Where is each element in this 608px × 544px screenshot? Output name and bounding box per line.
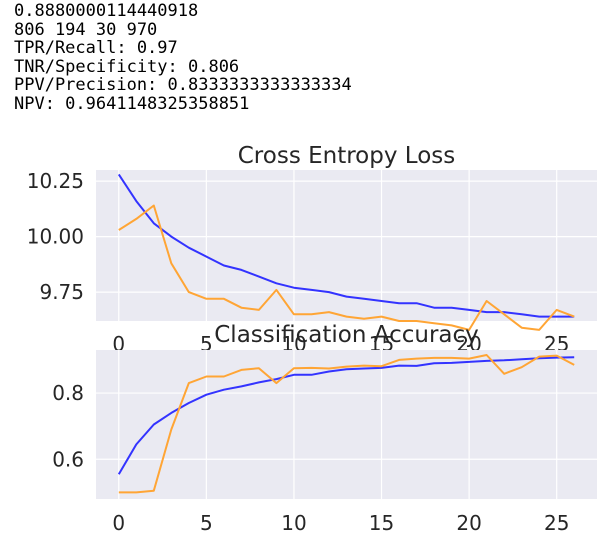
console-line: PPV/Precision: 0.8333333333333334: [14, 75, 352, 96]
x-tick-labels: 0 5 10 15 20 25: [112, 511, 569, 535]
console-output: 0.8880000114440918 806 194 30 970 TPR/Reca…: [14, 2, 352, 114]
series-group: [117, 173, 575, 331]
chart-title: Classification Accuracy: [214, 322, 479, 348]
console-line: 806 194 30 970: [14, 19, 158, 40]
series-group: [117, 354, 575, 494]
x-tick-label: 25: [544, 511, 569, 535]
grid: [96, 350, 597, 499]
series-line-blue: [117, 356, 575, 475]
y-tick-label: 0.8: [52, 381, 84, 405]
y-tick-label: 0.6: [52, 447, 84, 471]
y-tick-labels: 0.6 0.8: [52, 381, 84, 471]
y-tick-label: 10.00: [27, 225, 84, 249]
y-tick-label: 9.75: [39, 280, 84, 304]
x-tick-label: 0: [112, 511, 125, 535]
console-line: NPV: 0.9641148325358851: [14, 93, 250, 114]
x-tick-label: 5: [200, 511, 213, 535]
series-line-blue: [117, 173, 575, 318]
accuracy-chart: 0.6 0.8 0 5 10 15 20 25: [52, 350, 597, 535]
grid: [96, 170, 597, 321]
x-tick-label: 15: [369, 511, 394, 535]
chart-title: Cross Entropy Loss: [238, 143, 455, 169]
plot-area: [96, 350, 597, 499]
series-line-orange: [118, 204, 575, 331]
y-tick-label: 10.25: [27, 169, 84, 193]
series-line-orange: [118, 354, 575, 494]
x-tick-label: 20: [456, 511, 481, 535]
console-line: 0.8880000114440918: [14, 1, 199, 21]
console-line: TPR/Recall: 0.97: [14, 38, 178, 59]
y-tick-labels: 9.75 10.00 10.25: [27, 169, 84, 304]
x-tick-label: 10: [281, 511, 306, 535]
console-line: TNR/Specificity: 0.806: [14, 56, 240, 77]
plot-area: [96, 170, 597, 321]
